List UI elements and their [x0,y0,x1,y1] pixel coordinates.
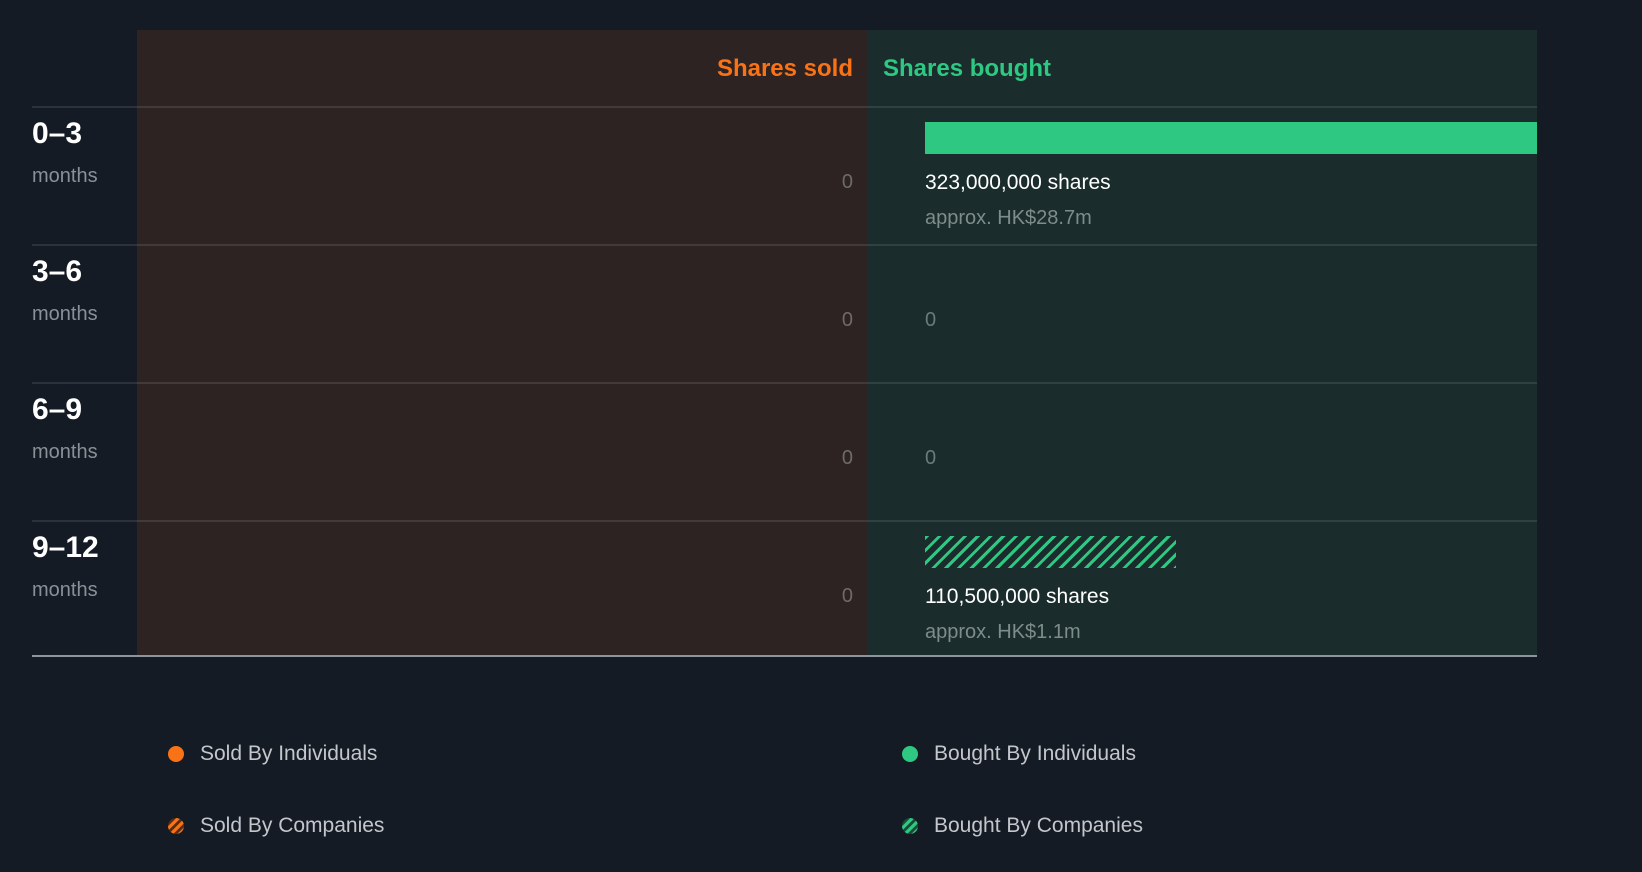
bought-individuals-bar[interactable] [925,122,1537,154]
bought-approx-value: approx. HK$1.1m [925,621,1081,643]
period-unit: months [32,441,98,463]
period-unit: months [32,165,98,187]
period-row-6-9: 6–9 months 0 0 [0,383,1642,521]
legend-label: Bought By Individuals [934,742,1136,765]
period-range: 0–3 [32,117,83,150]
bought-shares: 110,500,000 shares [925,585,1110,608]
period-range: 3–6 [32,255,83,288]
period-row-0-3: 0–3 months 0 323,000,000 shares approx. … [0,107,1642,245]
sold-value: 0 [841,447,853,469]
shares-bought-header: Shares bought [883,55,1052,82]
legend-bought-companies[interactable]: Bought By Companies [902,814,1143,838]
legend-bought-individuals[interactable]: Bought By Individuals [902,742,1136,766]
shares-sold-header: Shares sold [716,55,853,82]
shares-sold-panel [137,30,867,657]
legend-label: Sold By Companies [200,814,385,837]
period-unit: months [32,579,98,601]
chart-baseline [32,655,1537,657]
row-divider [32,244,1537,246]
row-divider [32,382,1537,384]
orange-dot-icon [168,746,184,762]
sold-value: 0 [841,309,853,331]
legend-label: Bought By Companies [934,814,1143,837]
bought-shares: 323,000,000 shares [925,171,1111,194]
green-dot-icon [902,746,918,762]
period-unit: months [32,303,98,325]
period-row-3-6: 3–6 months 0 0 [0,245,1642,383]
bought-companies-bar[interactable] [925,536,1176,568]
sold-value: 0 [841,585,853,607]
bought-approx-value: approx. HK$28.7m [925,207,1092,229]
sold-value: 0 [841,171,853,193]
period-range: 6–9 [32,393,83,426]
period-range: 9–12 [32,531,99,564]
row-divider [32,520,1537,522]
bought-value: 0 [925,447,937,469]
bought-value: 0 [925,309,937,331]
period-row-9-12: 9–12 months 0 110,500,000 shares approx.… [0,521,1642,659]
green-hatched-dot-icon [902,818,918,834]
legend-sold-individuals[interactable]: Sold By Individuals [168,742,377,766]
orange-hatched-dot-icon [168,818,184,834]
row-divider [32,106,1537,108]
legend-sold-companies[interactable]: Sold By Companies [168,814,384,838]
legend-label: Sold By Individuals [200,742,378,765]
